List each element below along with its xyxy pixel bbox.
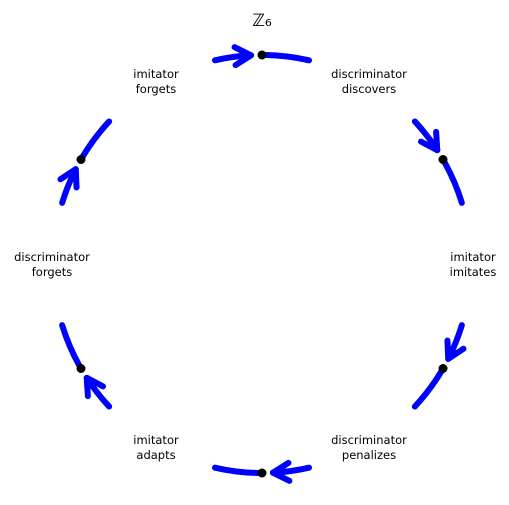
cycle-label-line: imitator [133,67,179,81]
cycle-label-line: discriminator [331,433,407,447]
cycle-label-line: discriminator [14,250,90,264]
cycle-label-line: discriminator [331,67,407,81]
arrowhead [418,128,441,154]
vertex-dot [257,50,267,60]
cycle-label: imitator imitates [450,250,497,279]
cycle-label-line: imitator [133,433,179,447]
arrowhead [231,44,255,69]
cycle-arc-segment [79,118,113,160]
cycle-label-line: discovers [342,82,396,96]
cycle-label-line: imitates [450,265,497,279]
cycle-arc-segment [441,159,465,206]
vertex-dot [438,364,448,373]
cycle-label-line: penalizes [342,448,396,462]
cycle-arc-segment [411,368,445,410]
cycle-arc-segment [262,52,313,64]
cycle-label: discriminator discovers [331,67,407,96]
arrowhead [444,337,467,362]
cycle-label-line: adapts [136,448,175,462]
cycle-label-line: forgets [32,265,73,279]
cycle-label: imitator adapts [133,433,179,462]
cycle-arc-segment [211,464,262,476]
cycle-label-line: forgets [136,82,177,96]
arrowhead [269,459,293,484]
cycle-label: discriminator forgets [14,250,90,279]
arrowhead [83,374,106,400]
vertex-dot [76,364,86,373]
vertex-dot [257,468,267,478]
vertex-dot [76,155,86,164]
arrowhead [57,166,80,191]
cycle-arc-segment [59,322,83,369]
cycle-vertices [76,50,448,478]
cycle-label: imitator forgets [133,67,179,96]
diagram-title: ℤ₆ [252,11,272,31]
vertex-dot [438,155,448,164]
cycle-label: discriminator penalizes [331,433,407,462]
cycle-label-line: imitator [450,250,496,264]
cycle-arcs [57,44,467,484]
